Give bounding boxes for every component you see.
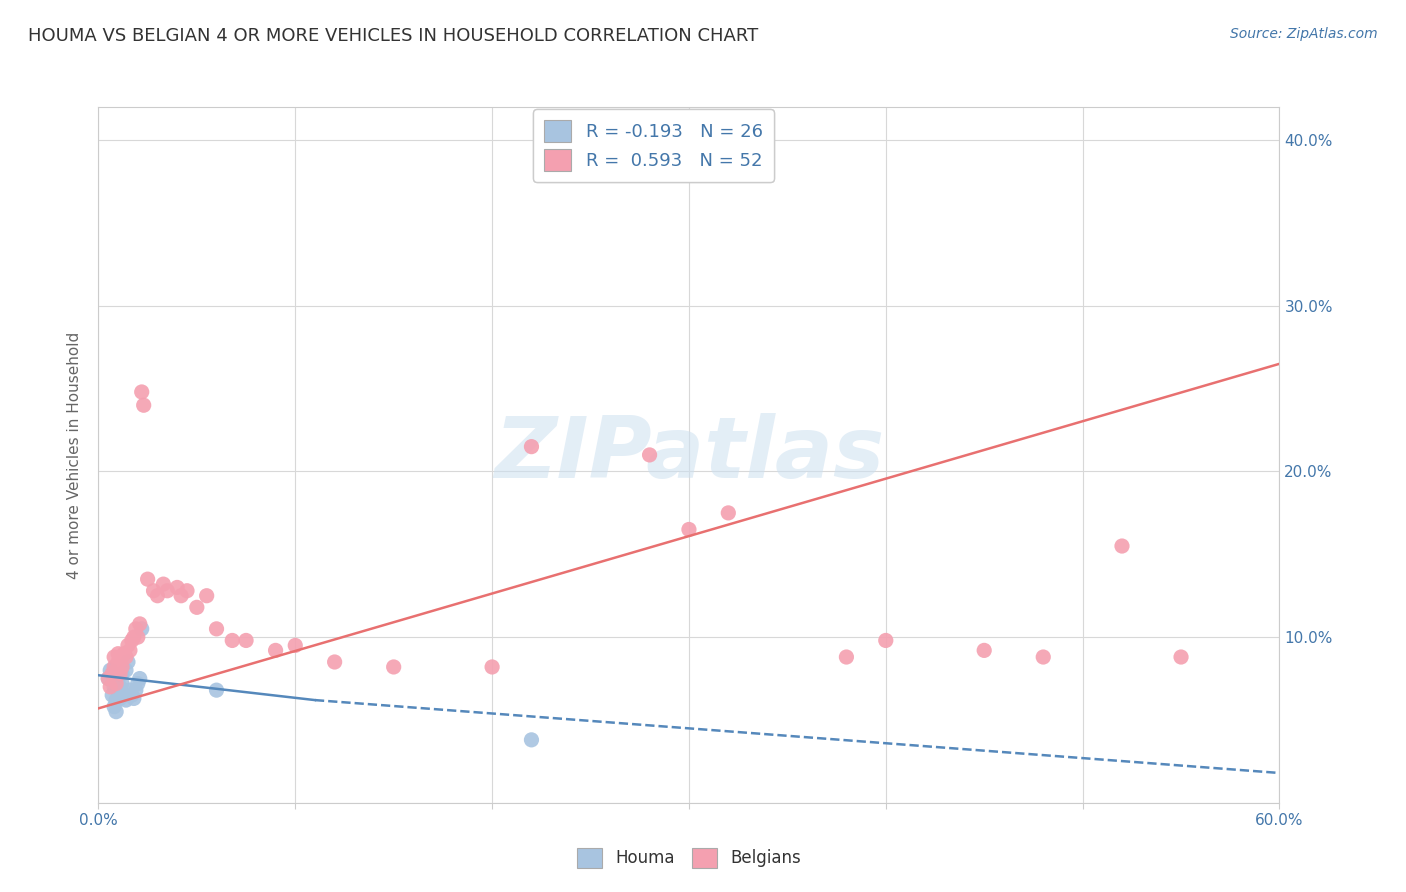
Point (132, 398, 155, 412)
Point (205, 683, 228, 698)
Text: Source: ZipAtlas.com: Source: ZipAtlas.com (1230, 27, 1378, 41)
Point (122, 691, 145, 706)
Point (127, 676, 149, 690)
Legend: R = -0.193   N = 26, R =  0.593   N = 52: R = -0.193 N = 26, R = 0.593 N = 52 (533, 109, 773, 182)
Point (108, 655, 131, 669)
Point (323, 655, 346, 669)
Point (112, 688, 135, 702)
Point (717, 506, 740, 520)
Point (118, 683, 141, 698)
Point (835, 650, 858, 665)
Point (105, 705, 128, 719)
Point (264, 643, 287, 657)
Point (142, 583, 165, 598)
Point (481, 660, 503, 674)
Point (875, 633, 897, 648)
Point (382, 660, 405, 674)
Point (117, 639, 139, 653)
Point (284, 639, 307, 653)
Point (101, 688, 124, 702)
Point (112, 647, 135, 661)
Point (105, 663, 128, 677)
Point (121, 688, 143, 702)
Point (115, 650, 138, 665)
Legend: Houma, Belgians: Houma, Belgians (571, 841, 807, 875)
Point (105, 693, 128, 707)
Point (186, 600, 208, 615)
Point (97, 672, 120, 686)
Point (108, 680, 131, 694)
Point (103, 680, 125, 694)
Point (136, 572, 159, 586)
Point (176, 583, 198, 598)
Point (122, 630, 145, 644)
Point (125, 683, 148, 698)
Point (146, 589, 169, 603)
Point (107, 655, 129, 669)
Point (152, 577, 174, 591)
Point (101, 666, 124, 681)
Point (638, 448, 661, 462)
Point (520, 732, 543, 747)
Text: ZIPatlas: ZIPatlas (494, 413, 884, 497)
Point (111, 650, 134, 665)
Point (1111, 539, 1133, 553)
Point (103, 660, 125, 674)
Point (156, 583, 179, 598)
Point (235, 633, 257, 648)
Point (107, 647, 129, 661)
Point (170, 589, 193, 603)
Point (107, 683, 129, 698)
Text: HOUMA VS BELGIAN 4 OR MORE VEHICLES IN HOUSEHOLD CORRELATION CHART: HOUMA VS BELGIAN 4 OR MORE VEHICLES IN H… (28, 27, 758, 45)
Point (108, 691, 131, 706)
Point (117, 655, 139, 669)
Point (131, 622, 153, 636)
Point (121, 633, 143, 648)
Point (125, 622, 148, 636)
Point (520, 440, 543, 454)
Point (115, 693, 138, 707)
Point (205, 622, 228, 636)
Point (128, 616, 150, 631)
Point (115, 663, 138, 677)
Point (221, 633, 243, 648)
Y-axis label: 4 or more Vehicles in Household: 4 or more Vehicles in Household (67, 331, 83, 579)
Point (107, 672, 129, 686)
Point (1170, 650, 1192, 665)
Point (1032, 650, 1054, 665)
Point (678, 523, 700, 537)
Point (111, 666, 134, 681)
Point (118, 643, 141, 657)
Point (973, 643, 995, 657)
Point (195, 589, 218, 603)
Point (103, 650, 125, 665)
Point (98, 663, 121, 677)
Point (111, 660, 134, 674)
Point (111, 676, 134, 690)
Point (128, 672, 150, 686)
Point (166, 581, 188, 595)
Point (97, 672, 120, 686)
Point (103, 699, 125, 714)
Point (127, 630, 149, 644)
Point (108, 666, 131, 681)
Point (131, 384, 153, 399)
Point (105, 676, 128, 690)
Point (98, 680, 121, 694)
